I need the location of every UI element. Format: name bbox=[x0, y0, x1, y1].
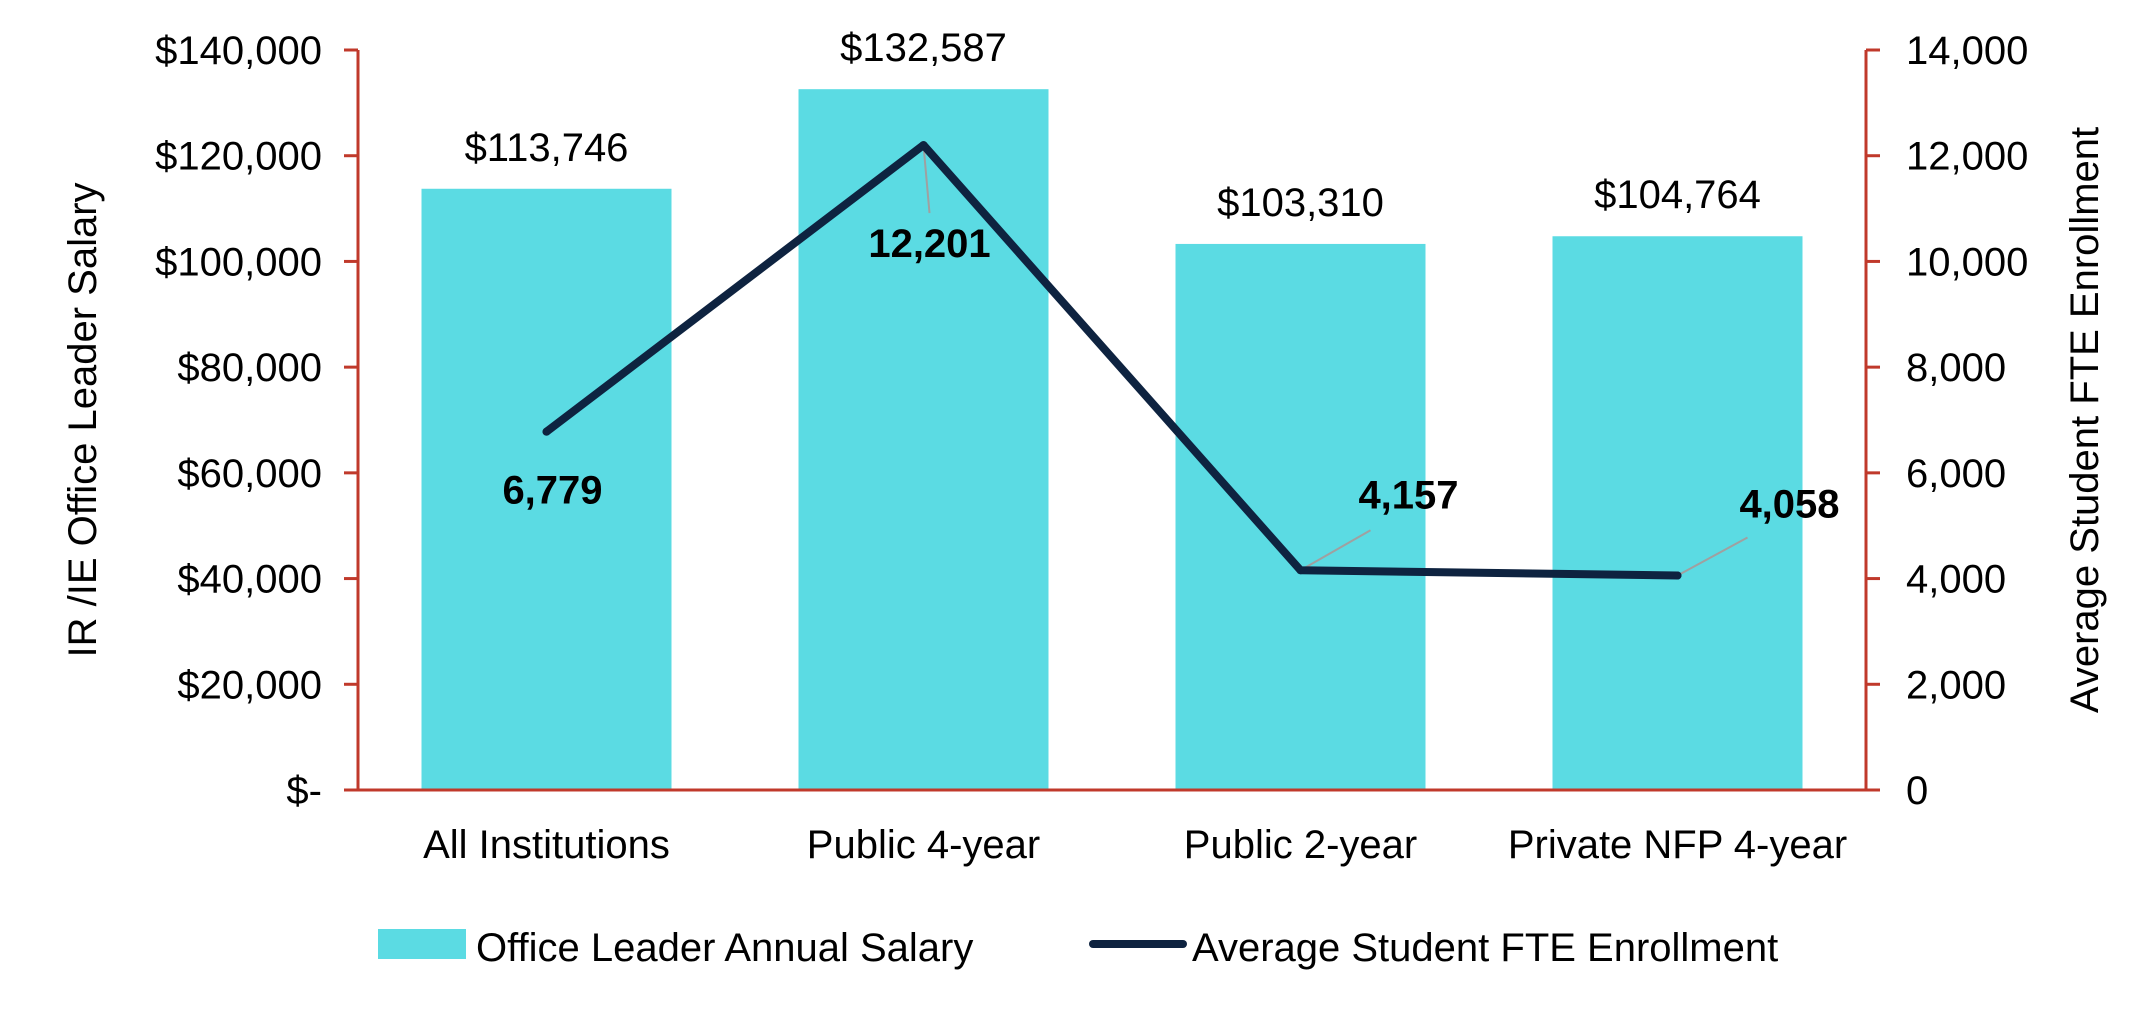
enrollment-point-1 bbox=[542, 427, 551, 436]
right-axis-tick-label: 2,000 bbox=[1906, 663, 2006, 707]
line-value-label-2: 12,201 bbox=[868, 222, 990, 266]
bar-2 bbox=[798, 89, 1049, 791]
line-label-leader-4 bbox=[1677, 536, 1748, 577]
bar-3 bbox=[1175, 243, 1426, 790]
left-axis-tick-label: $80,000 bbox=[177, 346, 322, 390]
right-axis-tick-label: 0 bbox=[1906, 769, 1928, 813]
line-value-label-1: 6,779 bbox=[502, 469, 602, 513]
line-value-label-4: 4,058 bbox=[1739, 483, 1839, 527]
left-axis-tick-label: $40,000 bbox=[177, 558, 322, 602]
right-axis-tick-label: 4,000 bbox=[1906, 558, 2006, 602]
line-label-leader-3 bbox=[1300, 529, 1371, 572]
right-axis-tick-label: 8,000 bbox=[1906, 346, 2006, 390]
bar-value-label-2: $132,587 bbox=[840, 26, 1007, 70]
line-value-label-3: 4,157 bbox=[1358, 473, 1458, 517]
right-axis-tick-label: 14,000 bbox=[1906, 29, 2028, 73]
x-axis-category-label: All Institutions bbox=[423, 823, 670, 867]
left-axis-tick-label: $- bbox=[286, 769, 322, 813]
line-label-leader-2 bbox=[922, 145, 931, 214]
left-axis-tick-label: $100,000 bbox=[155, 240, 322, 284]
x-axis-category-label: Private NFP 4-year bbox=[1508, 823, 1847, 867]
bar-4 bbox=[1552, 236, 1803, 790]
enrollment-line bbox=[542, 141, 1682, 580]
left-axis-tick-label: $120,000 bbox=[155, 135, 322, 179]
bar-value-label-1: $113,746 bbox=[465, 126, 629, 170]
x-axis-category-label: Public 4-year bbox=[807, 823, 1040, 867]
x-axis-category-label: Public 2-year bbox=[1184, 823, 1417, 867]
legend-swatch-salary bbox=[378, 929, 466, 959]
bar-value-label-4: $104,764 bbox=[1594, 173, 1761, 217]
left-axis-tick-label: $140,000 bbox=[155, 29, 322, 73]
legend-label-enrollment: Average Student FTE Enrollment bbox=[1192, 926, 1778, 970]
right-axis-title: Average Student FTE Enrollment bbox=[2063, 127, 2107, 713]
left-axis-tick-label: $60,000 bbox=[177, 452, 322, 496]
right-axis-tick-label: 10,000 bbox=[1906, 240, 2028, 284]
bar-value-label-3: $103,310 bbox=[1217, 181, 1384, 225]
right-axis-tick-label: 12,000 bbox=[1906, 135, 2028, 179]
bar-1 bbox=[421, 188, 672, 791]
legend-label-salary: Office Leader Annual Salary bbox=[476, 926, 973, 970]
left-axis-tick-label: $20,000 bbox=[177, 663, 322, 707]
enrollment-point-3 bbox=[1296, 566, 1305, 575]
right-axis-tick-label: 6,000 bbox=[1906, 452, 2006, 496]
enrollment-point-2 bbox=[919, 141, 928, 150]
enrollment-point-4 bbox=[1673, 571, 1682, 580]
left-axis-title: IR /IE Office Leader Salary bbox=[61, 182, 105, 657]
